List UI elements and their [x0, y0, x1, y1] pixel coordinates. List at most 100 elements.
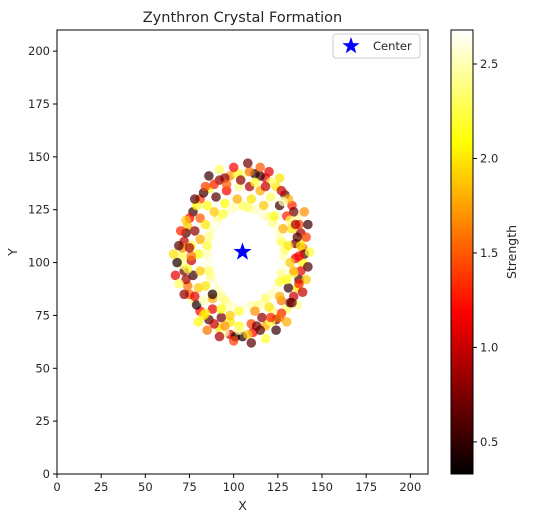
scatter-point: [193, 317, 204, 327]
scatter-point: [246, 194, 257, 204]
scatter-point: [257, 312, 267, 323]
plot-frame: [56, 29, 429, 475]
scatter-point: [184, 243, 195, 253]
scatter-point: [216, 291, 227, 302]
scatter-point: [214, 331, 225, 342]
scatter-point: [218, 209, 228, 219]
scatter-point: [257, 209, 267, 219]
scatter-point: [266, 289, 276, 300]
scatter-point: [181, 274, 191, 285]
y-tick-label: 200: [28, 44, 50, 58]
scatter-point: [288, 266, 299, 276]
scatter-point: [207, 304, 218, 314]
scatter-point: [181, 215, 191, 226]
scatter-point: [204, 232, 214, 242]
scatter-point: [285, 257, 296, 268]
scatter-point: [246, 338, 257, 348]
colorbar-tick-label: 2.0: [480, 151, 498, 165]
x-tick-label: 75: [182, 480, 197, 494]
scatter-point: [195, 266, 205, 276]
scatter-point: [190, 291, 200, 302]
center-star-icon: [233, 242, 252, 260]
scatter-point: [182, 264, 193, 274]
points-layer: [168, 158, 315, 348]
chart-title: Zynthron Crystal Formation: [143, 10, 343, 26]
scatter-point: [175, 226, 186, 236]
legend-label-center: Center: [373, 39, 412, 53]
scatter-point: [228, 162, 239, 173]
scatter-point: [211, 192, 221, 202]
scatter-point: [276, 185, 287, 196]
scatter-point: [283, 283, 294, 293]
colorbar-label: Strength: [504, 225, 519, 279]
scatter-point: [202, 249, 212, 259]
scatter-point: [235, 175, 246, 185]
scatter-point: [251, 321, 262, 331]
scatter-point: [274, 312, 285, 323]
scatter-point: [250, 306, 260, 317]
y-tick-label: 25: [35, 414, 50, 428]
scatter-point: [299, 207, 310, 217]
scatter-point: [243, 329, 253, 340]
scatter-point: [281, 317, 292, 327]
x-tick-label: 50: [138, 480, 153, 494]
x-tick-label: 125: [267, 480, 289, 494]
scatter-point: [264, 302, 274, 312]
x-tick-label: 200: [399, 480, 421, 494]
scatter-point: [283, 240, 294, 251]
colorbar-gradient: [451, 30, 473, 474]
x-tick-label: 25: [94, 480, 109, 494]
scatter-point: [297, 287, 308, 298]
scatter-point: [301, 232, 311, 242]
scatter-point: [243, 202, 253, 213]
scatter-point: [174, 278, 184, 289]
legend: Center: [332, 33, 421, 59]
scatter-point: [202, 200, 212, 211]
scatter-point: [177, 251, 188, 261]
scatter-point: [296, 240, 306, 251]
scatter-point: [220, 321, 230, 331]
scatter-point: [170, 270, 181, 281]
scatter-point: [264, 166, 274, 177]
scatter-point: [250, 177, 260, 187]
scatter-point: [200, 219, 211, 230]
scatter-point: [209, 219, 219, 230]
scatter-point: [204, 266, 214, 276]
scatter-point: [200, 281, 211, 291]
scatter-point: [271, 325, 281, 336]
colorbar: 0.5 1.0 1.5 2.0 2.5 Strength: [450, 29, 519, 475]
scatter-point: [244, 166, 255, 177]
scatter-point: [274, 173, 285, 183]
scatter-point: [190, 226, 200, 236]
scatter-point: [287, 297, 297, 308]
scatter-point: [274, 291, 285, 302]
scatter-point: [288, 207, 299, 217]
scatter-point: [200, 308, 211, 319]
scatter-point: [195, 213, 205, 223]
scatter-point: [174, 240, 184, 251]
scatter-point: [204, 171, 214, 181]
scatter-point: [209, 319, 219, 329]
scatter-point: [292, 232, 303, 242]
scatter-point: [294, 251, 304, 261]
x-tick-label: 0: [53, 480, 60, 494]
scatter-point: [243, 158, 253, 168]
scatter-point: [195, 234, 205, 245]
scatter-point: [179, 289, 189, 300]
x-tick-label: 175: [355, 480, 377, 494]
scatter-point: [228, 202, 239, 213]
scatter-point: [303, 262, 313, 272]
scatter-point: [202, 257, 212, 268]
scatter-point: [209, 278, 219, 289]
scatter-point: [172, 257, 182, 268]
scatter-point: [223, 300, 234, 310]
scatter-point: [188, 270, 198, 281]
scatter-point: [232, 194, 242, 204]
y-tick-label: 0: [43, 467, 50, 481]
scatter-point: [290, 219, 301, 230]
scatter-point: [281, 274, 292, 285]
scatter-point: [278, 196, 288, 207]
y-tick-label: 125: [28, 203, 50, 217]
colorbar-tick-label: 0.5: [480, 435, 498, 449]
scatter-point: [260, 181, 271, 192]
